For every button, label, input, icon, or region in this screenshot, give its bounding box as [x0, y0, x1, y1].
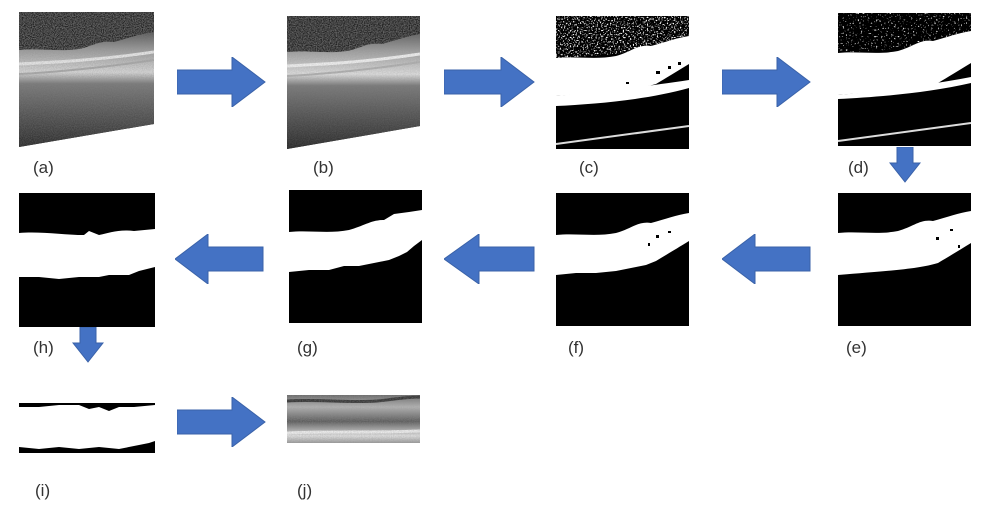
arrow-right-4: [177, 397, 267, 447]
arrow-left-1: [175, 234, 265, 284]
arrow-left-3: [722, 234, 812, 284]
label-b: (b): [313, 158, 334, 177]
panel-g-layer-mask: [289, 190, 422, 323]
label-g: (g): [297, 338, 318, 357]
panel-e-layer-mask: [838, 193, 971, 326]
arrow-right-1: [177, 57, 267, 107]
label-j: (j): [297, 481, 313, 500]
label-i: (i): [35, 481, 51, 500]
panel-j-cropped-oct: [287, 395, 420, 443]
label-c: (c): [579, 158, 599, 177]
panel-c-binarized: [556, 16, 689, 149]
arrow-left-2: [444, 234, 536, 284]
arrow-right-2: [444, 57, 536, 107]
label-a: (a): [33, 158, 54, 177]
panel-h-layer-mask: [19, 193, 155, 327]
arrow-down-1: [889, 147, 921, 183]
label-d: (d): [848, 158, 869, 177]
panel-b-oct-preprocessed: [287, 16, 420, 149]
label-f: (f): [568, 338, 585, 357]
arrow-right-3: [722, 57, 812, 107]
panel-a-oct-raw: [19, 12, 154, 147]
panel-i-cropped-mask: [19, 403, 155, 453]
panel-d-denoised-mask: [838, 13, 971, 146]
label-h: (h): [33, 338, 54, 357]
arrow-down-2: [72, 327, 104, 363]
label-e: (e): [846, 338, 867, 357]
panel-f-layer-mask: [556, 193, 689, 326]
